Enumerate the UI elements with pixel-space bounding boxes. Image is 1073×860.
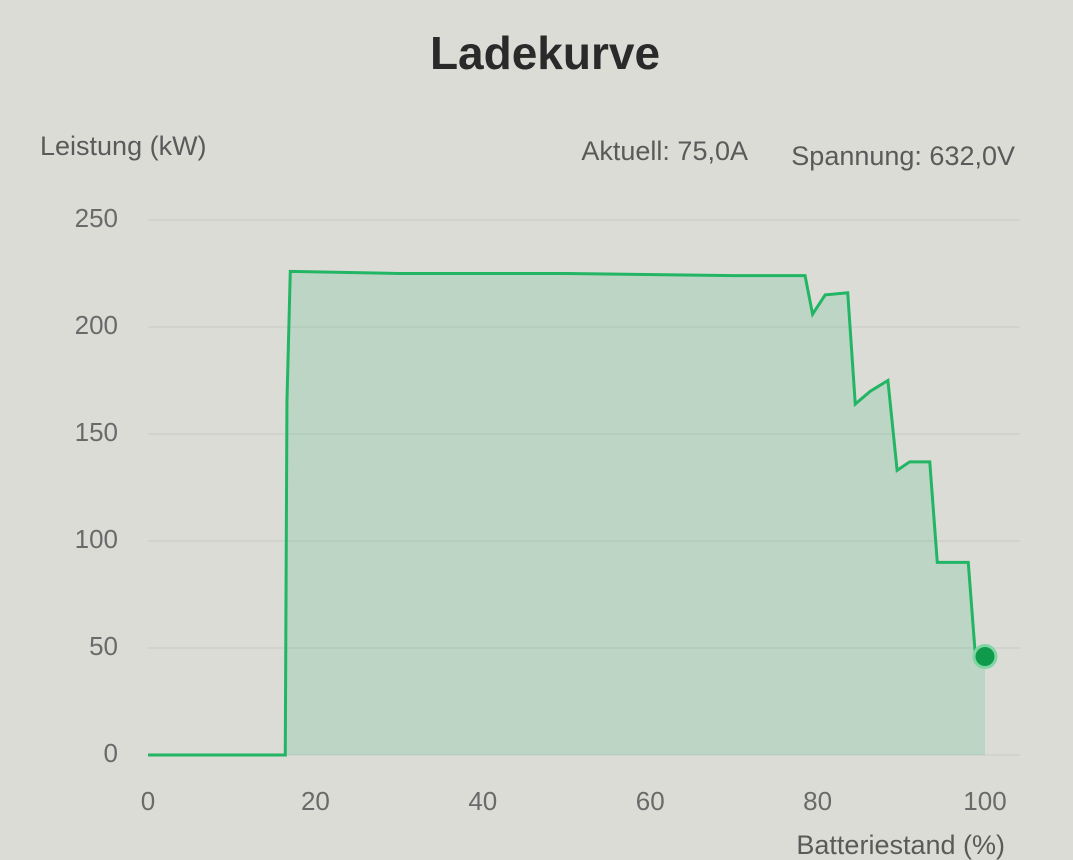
x-tick-label: 80: [803, 786, 832, 816]
x-tick-label: 20: [301, 786, 330, 816]
x-axis-label: Batteriestand (%): [796, 830, 1005, 860]
line: [148, 269, 986, 757]
x-tick-label: 60: [636, 786, 665, 816]
annotation: Aktuell: 75,0A: [581, 136, 748, 166]
current-point: [972, 644, 998, 670]
y-tick-label: 150: [75, 417, 118, 447]
y-tick-label: 0: [104, 738, 118, 768]
x-tick-label: 0: [141, 786, 155, 816]
y-tick-label: 250: [75, 203, 118, 233]
y-axis-label: Leistung (kW): [40, 131, 207, 161]
area: [148, 271, 985, 755]
x-tick-label: 40: [468, 786, 497, 816]
chart-title: Ladekurve: [430, 27, 660, 79]
y-tick-label: 100: [75, 524, 118, 554]
y-tick-label: 200: [75, 310, 118, 340]
y-tick-label: 50: [89, 631, 118, 661]
x-tick-label: 100: [963, 786, 1006, 816]
annotation: Spannung: 632,0V: [791, 141, 1015, 171]
